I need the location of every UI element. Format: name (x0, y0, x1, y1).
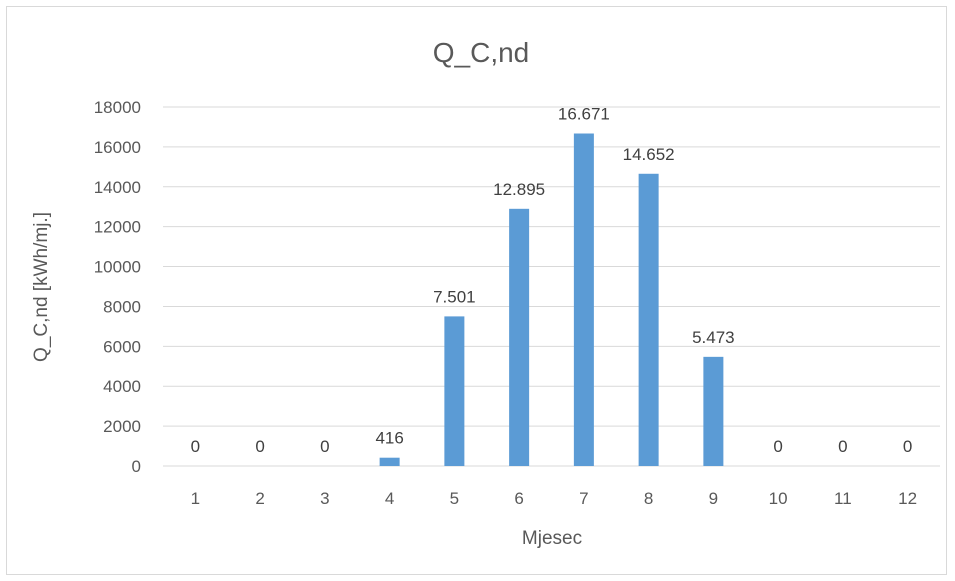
data-label: 0 (838, 437, 847, 456)
y-tick-label: 16000 (94, 138, 141, 157)
bar (573, 133, 594, 466)
y-tick-label: 0 (132, 457, 141, 476)
x-tick-label: 1 (191, 489, 200, 508)
data-label: 16.671 (558, 105, 610, 124)
data-label: 416 (375, 429, 403, 448)
x-tick-labels: 1 2 3 4 5 6 7 8 9 10 11 12 (191, 489, 917, 508)
x-tick-label: 4 (385, 489, 394, 508)
x-tick-label: 6 (514, 489, 523, 508)
x-tick-label: 12 (898, 489, 917, 508)
data-label: 7.501 (433, 287, 476, 306)
bars (379, 133, 724, 467)
x-tick-label: 11 (834, 489, 852, 508)
bar (638, 173, 659, 467)
data-label: 12.895 (493, 180, 545, 199)
x-tick-label: 9 (709, 489, 718, 508)
chart-frame (6, 6, 947, 575)
bar (444, 316, 465, 466)
gridlines (163, 106, 940, 467)
bar (509, 208, 530, 466)
x-tick-label: 2 (255, 489, 264, 508)
y-tick-label: 12000 (94, 218, 141, 237)
x-tick-label: 7 (579, 489, 588, 508)
y-tick-label: 14000 (94, 178, 141, 197)
bar (703, 356, 724, 466)
x-tick-label: 8 (644, 489, 653, 508)
data-label: 0 (191, 437, 200, 456)
data-label: 5.473 (692, 328, 735, 347)
data-label: 14.652 (623, 145, 675, 164)
y-tick-label: 10000 (94, 258, 141, 277)
y-tick-label: 18000 (94, 98, 141, 117)
data-labels: 0 0 0 416 7.501 12.895 16.671 14.652 5.473 0 0 0 (191, 105, 913, 456)
y-tick-label: 6000 (103, 337, 141, 356)
y-tick-label: 8000 (103, 297, 141, 316)
data-label: 0 (255, 437, 264, 456)
y-tick-labels: 0 2000 4000 6000 8000 10000 12000 14000 16000 180… (94, 98, 141, 476)
y-tick-label: 4000 (103, 377, 141, 396)
y-axis-label: Q_C,nd [kWh/mj.] (31, 212, 52, 362)
data-label: 0 (320, 437, 329, 456)
x-tick-label: 5 (450, 489, 459, 508)
data-label: 0 (773, 437, 782, 456)
x-tick-label: 10 (769, 489, 788, 508)
x-tick-label: 3 (320, 489, 329, 508)
chart-title: Q_C,nd (433, 37, 530, 68)
data-label: 0 (903, 437, 912, 456)
bar (379, 457, 400, 466)
x-axis-label: Mjesec (522, 528, 582, 549)
y-tick-label: 2000 (103, 417, 141, 436)
